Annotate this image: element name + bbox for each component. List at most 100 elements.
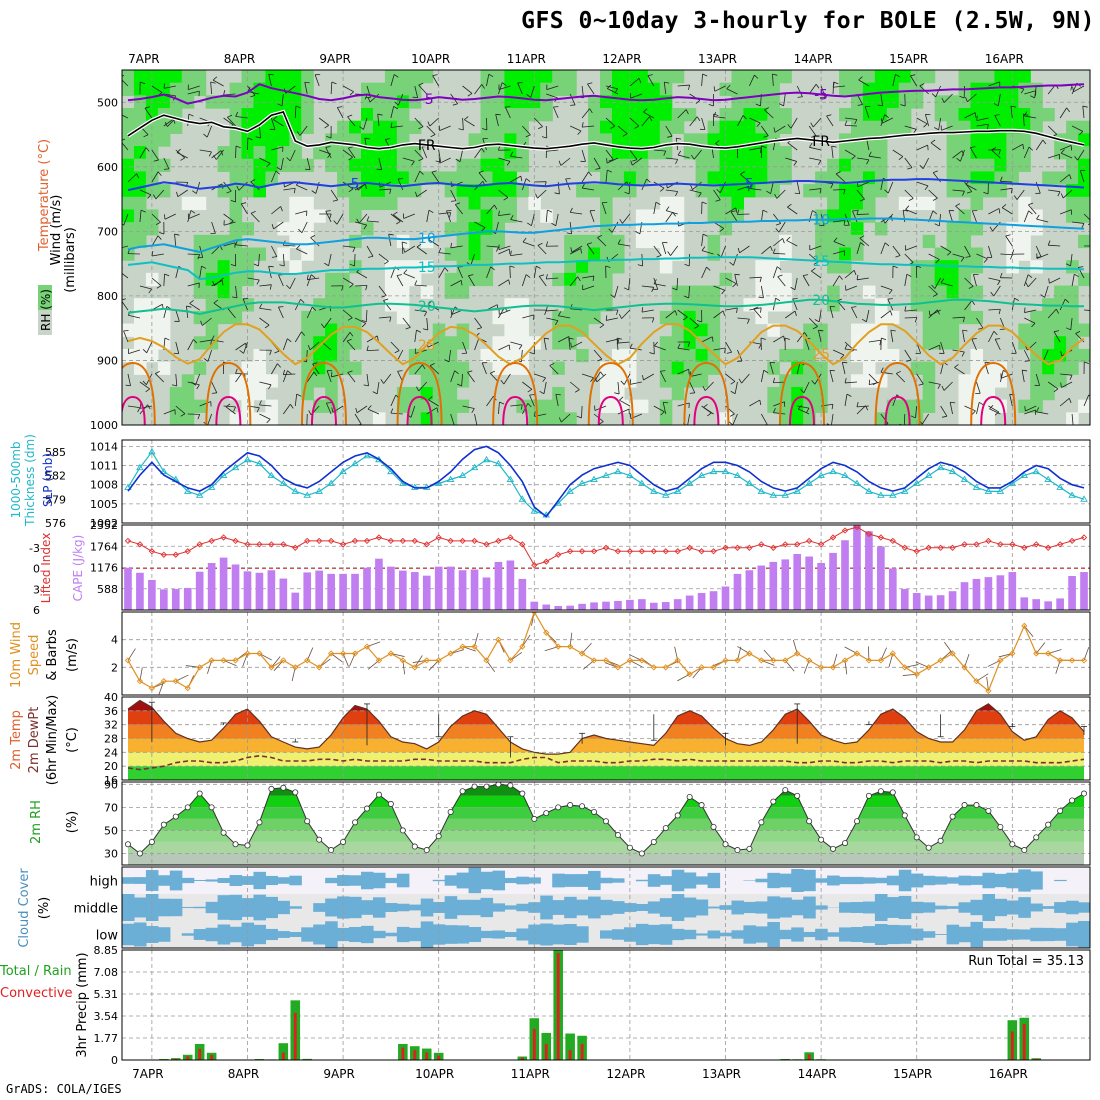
- wind-barb-flag: [393, 105, 399, 110]
- wind-barb-flag: [887, 298, 893, 300]
- rh-cell: [994, 70, 1007, 84]
- wind-barb-flag: [301, 331, 306, 336]
- wind-barb-flag: [418, 158, 424, 162]
- rh-cell: [504, 70, 517, 84]
- wind-barb-flag: [496, 246, 499, 252]
- wind-barb-flag: [708, 103, 714, 107]
- wind-barb: [677, 154, 690, 159]
- thickness-point: [924, 471, 933, 479]
- isotherm-FR: [127, 111, 1085, 150]
- wind-barb-flag: [558, 311, 562, 316]
- rh-cell: [815, 361, 828, 375]
- wind-barb-flag: [505, 106, 511, 108]
- wind-barb: [555, 213, 559, 226]
- wind-barb-flag: [641, 307, 644, 313]
- rh-cell: [779, 247, 792, 261]
- rh-cell: [767, 386, 780, 401]
- wind-barb-flag: [614, 392, 620, 395]
- wind-barb: [954, 367, 965, 375]
- wind-barb: [864, 106, 870, 119]
- wind-barb-flag: [646, 178, 651, 183]
- wind-barb-flag: [230, 200, 236, 203]
- lifted-index-point: [853, 525, 861, 531]
- wind-barb-flag: [213, 299, 219, 304]
- rh-point: [292, 789, 299, 796]
- wind-barb-flag: [851, 306, 857, 308]
- wind-barb-flag: [616, 337, 623, 340]
- cape-bar: [841, 540, 849, 610]
- wind10m-point: [256, 650, 263, 657]
- wind-barb: [278, 306, 284, 319]
- rh-cell: [600, 247, 613, 261]
- rh-cell: [755, 158, 768, 173]
- rh-cell: [874, 120, 888, 134]
- rh-point: [208, 804, 215, 811]
- rh-cell: [193, 336, 207, 350]
- wind-barb: [122, 114, 129, 119]
- wind-barb-flag: [1078, 266, 1084, 268]
- wind-barb: [973, 274, 977, 287]
- rh-cell: [349, 361, 362, 375]
- wind-barb: [928, 253, 940, 260]
- wind-barb: [605, 85, 618, 90]
- rh-cell: [970, 412, 984, 425]
- rh-cell: [862, 196, 876, 211]
- wind-barb-flag: [928, 310, 931, 316]
- rh-cell: [671, 285, 685, 299]
- wind-barb-flag: [1069, 375, 1073, 380]
- wind-barb-flag: [931, 284, 936, 289]
- rh-cell: [253, 386, 267, 401]
- wind-barb-flag: [970, 146, 976, 149]
- wind-barb: [450, 370, 456, 383]
- cloud-cell: [456, 925, 470, 944]
- wind10m-point: [172, 678, 179, 685]
- rh-cell: [719, 272, 733, 287]
- rh-cell: [361, 171, 374, 185]
- rh-cell: [707, 285, 721, 299]
- wind-barb: [976, 402, 980, 415]
- wind-barb-flag: [629, 343, 633, 349]
- rh-cell: [874, 108, 888, 122]
- isotherm-label: -5: [814, 88, 828, 104]
- wind-barb: [812, 117, 822, 128]
- wind-barb-flag: [428, 209, 434, 214]
- wind-barb-flag: [163, 168, 169, 170]
- rh-cell: [719, 209, 733, 223]
- wind-barb-flag: [835, 171, 841, 175]
- rh-cell: [420, 171, 434, 185]
- wind-barb: [921, 413, 930, 425]
- wind-barb-flag: [772, 248, 776, 254]
- wind-barb: [214, 277, 224, 287]
- wind-barb-flag: [220, 150, 224, 156]
- wind-barb: [833, 219, 845, 223]
- wind-barb-flag: [760, 337, 766, 340]
- wind-barb: [790, 117, 798, 129]
- wind-barb-flag: [784, 337, 790, 340]
- rh-cell: [157, 70, 171, 84]
- cloud-cell: [468, 867, 482, 894]
- x-tick-label-top: 12APR: [602, 52, 641, 66]
- rh-cell: [731, 158, 745, 173]
- wind10m-point: [829, 664, 837, 671]
- rh-cell: [600, 108, 613, 122]
- wind-barb: [306, 371, 315, 383]
- wind-barb: [1024, 409, 1036, 415]
- rh-cell: [982, 133, 995, 147]
- wind-barb-flag: [605, 315, 608, 321]
- wind-barb: [569, 93, 576, 106]
- wind-barb: [761, 413, 768, 425]
- wind-barb: [1001, 207, 1013, 215]
- wind-barb: [1047, 308, 1057, 319]
- wind-barb-flag: [256, 407, 260, 413]
- rh-cell: [396, 272, 410, 287]
- lifted-index-point: [208, 537, 215, 545]
- wind-barb: [749, 147, 762, 151]
- rh-cell: [731, 108, 745, 122]
- rh-cell: [850, 70, 864, 84]
- rh-cell: [827, 196, 840, 211]
- precip-legend-label: Total / Rain: [0, 964, 72, 979]
- wind-barb: [831, 413, 834, 425]
- lifted-index-point: [806, 537, 813, 545]
- wind-barb-flag: [1081, 223, 1085, 229]
- rh-cell: [265, 133, 278, 147]
